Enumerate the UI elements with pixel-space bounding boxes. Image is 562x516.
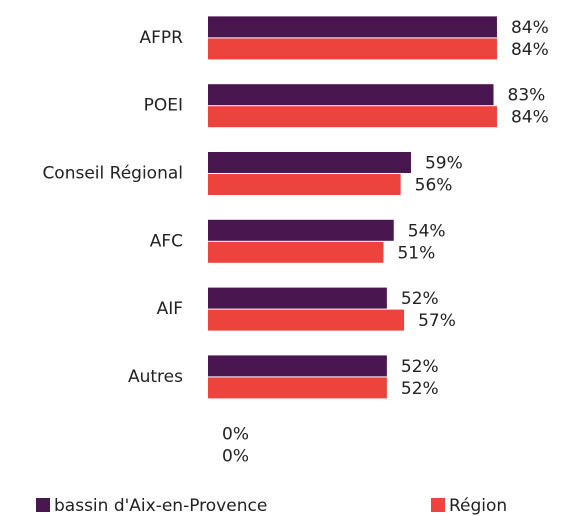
legend-label: Région [449,496,507,516]
y-tick-label: AFPR [140,28,184,48]
bar [208,287,387,309]
bar [208,174,401,195]
value-label: 57% [418,311,456,331]
bar [208,106,497,128]
y-tick-label: POEI [144,96,183,116]
bar [208,241,384,263]
bar [208,377,387,399]
value-label: 56% [415,176,453,196]
legend-swatch [36,498,50,512]
y-tick-label: Conseil Régional [42,164,183,184]
value-label: 51% [397,243,435,263]
bar [208,38,497,60]
value-label: 52% [401,357,439,377]
value-label: 59% [425,154,463,174]
value-label: 84% [511,40,549,60]
bar [208,152,411,173]
value-label: 84% [511,108,549,128]
value-label: 84% [511,18,549,38]
y-tick-label: AIF [157,299,183,319]
bar [208,219,394,241]
value-label: 52% [401,289,439,309]
value-label: 83% [508,86,546,106]
bar [208,309,405,331]
value-label: 54% [408,221,446,241]
y-tick-label: Autres [128,367,183,387]
value-label: 52% [401,379,439,399]
bar [208,16,497,38]
legend-swatch [431,498,445,512]
value-label: 0% [222,425,249,445]
value-label: 0% [222,447,249,467]
bar [208,84,494,106]
legend-label: bassin d'Aix-en-Provence [54,496,267,516]
bar [208,355,387,377]
y-tick-label: AFC [150,231,183,251]
